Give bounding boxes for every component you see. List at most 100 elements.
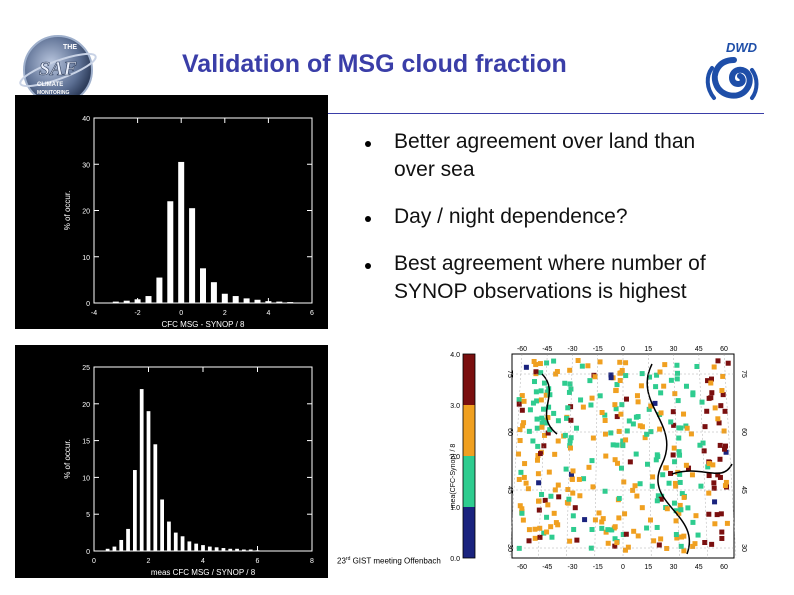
map-data-cell — [634, 393, 640, 399]
map-data-cell — [575, 358, 581, 364]
map-data-cell — [544, 389, 550, 395]
map-data-cell — [712, 521, 718, 527]
map-data-cell — [535, 443, 541, 449]
colorbar-tick-label: 3.0 — [450, 403, 460, 410]
map-data-cell — [660, 472, 666, 478]
bullet-list: Better agreement over land than over sea… — [365, 128, 725, 325]
x-tick-label: 6 — [310, 310, 314, 317]
map-data-cell — [608, 375, 614, 381]
map-data-cell — [568, 404, 574, 410]
map-data-cell — [679, 534, 685, 540]
map-data-cell — [635, 533, 641, 539]
lat-tick-label-left: 60 — [506, 428, 513, 436]
map-data-cell — [649, 483, 655, 489]
bullet-dot-icon — [365, 216, 371, 222]
map-data-cell — [566, 496, 572, 502]
map-data-cell — [700, 440, 706, 446]
map-data-cell — [674, 535, 680, 541]
map-data-cell — [698, 483, 704, 489]
map-data-cell — [627, 459, 633, 465]
map-data-cell — [535, 471, 541, 477]
map-data-cell — [671, 445, 677, 451]
map-data-cell — [520, 517, 526, 523]
map-data-cell — [719, 388, 725, 394]
map-data-cell — [681, 494, 687, 500]
map-data-cell — [538, 397, 544, 403]
map-data-cell — [672, 459, 678, 465]
map-data-cell — [581, 476, 587, 482]
map-data-cell — [589, 395, 595, 401]
map-data-cell — [626, 418, 632, 424]
map-data-cell — [539, 424, 545, 430]
map-data-cell — [516, 401, 522, 407]
map-data-cell — [534, 398, 540, 404]
map-data-cell — [692, 541, 698, 547]
map-data-cell — [632, 483, 638, 489]
x-tick-label: 0 — [92, 558, 96, 565]
map-data-cell — [635, 399, 641, 405]
map-data-cell — [657, 369, 663, 375]
histogram-bar — [123, 300, 130, 303]
map-data-cell — [715, 416, 721, 422]
map-data-cell — [670, 409, 676, 415]
x-tick-label: 8 — [310, 558, 314, 565]
map-data-cell — [521, 420, 527, 426]
lon-tick-label-bottom: 60 — [720, 564, 728, 571]
map-data-cell — [677, 452, 683, 458]
x-tick-label: 4 — [266, 310, 270, 317]
lat-tick-label-right: 75 — [740, 370, 747, 378]
footer-prefix: 23 — [337, 556, 346, 566]
map-data-cell — [655, 493, 661, 499]
map-data-cell — [588, 545, 594, 551]
map-data-cell — [600, 516, 606, 522]
bullet-dot-icon — [365, 263, 371, 269]
map-data-cell — [517, 503, 523, 509]
map-data-cell — [534, 416, 540, 422]
histogram-bar — [167, 521, 171, 551]
map-data-cell — [563, 466, 569, 472]
y-tick-label: 10 — [82, 255, 90, 262]
y-tick-label: 20 — [82, 402, 90, 409]
map-data-cell — [519, 510, 525, 516]
map-data-cell — [715, 472, 721, 478]
map-data-cell — [672, 391, 678, 397]
histogram-bar — [180, 536, 185, 551]
map-data-cell — [592, 374, 598, 380]
map-data-cell — [644, 461, 650, 467]
map-data-cell — [590, 435, 596, 441]
map-data-cell — [548, 493, 554, 499]
colorbar-tick-label: 1.0 — [450, 505, 460, 512]
colorbar-label: mea(CFC-Synop) / 8 — [450, 444, 457, 509]
map-data-cell — [526, 428, 532, 434]
histogram-bottom-svg: 0 5 10 15 20 25 0 2 4 6 8 meas CFC MSG / SYNOP / 8%… — [63, 365, 314, 577]
histogram-bar — [126, 528, 130, 551]
map-data-cell — [719, 529, 725, 535]
map-data-cell — [556, 494, 562, 500]
map-data-cell — [517, 438, 523, 444]
map-data-cell — [712, 499, 718, 505]
y-axis-label: % of occur. — [63, 439, 72, 479]
map-data-cell — [599, 410, 605, 416]
map-data-cell — [690, 543, 696, 549]
map-data-cell — [536, 498, 542, 504]
map-data-cell — [673, 532, 679, 538]
histogram-bar — [276, 301, 283, 303]
map-data-cell — [551, 510, 557, 516]
map-data-cell — [705, 378, 711, 384]
map-data-cell — [602, 431, 608, 437]
histogram-bar — [139, 389, 144, 551]
histogram-bar — [248, 549, 253, 551]
map-data-cell — [613, 406, 619, 412]
map-data-cell — [541, 406, 547, 412]
map-data-cell — [717, 442, 723, 448]
map-data-cell — [612, 543, 618, 549]
map-data-cell — [651, 538, 657, 544]
map-data-cell — [519, 506, 525, 512]
map-data-cell — [565, 487, 571, 493]
map-data-cell — [567, 367, 573, 373]
map-data-cell — [650, 474, 656, 480]
bullet-dot-icon — [365, 141, 371, 147]
lat-tick-label-right: 60 — [740, 428, 747, 436]
map-data-cell — [519, 407, 525, 413]
map-data-cell — [684, 425, 690, 431]
